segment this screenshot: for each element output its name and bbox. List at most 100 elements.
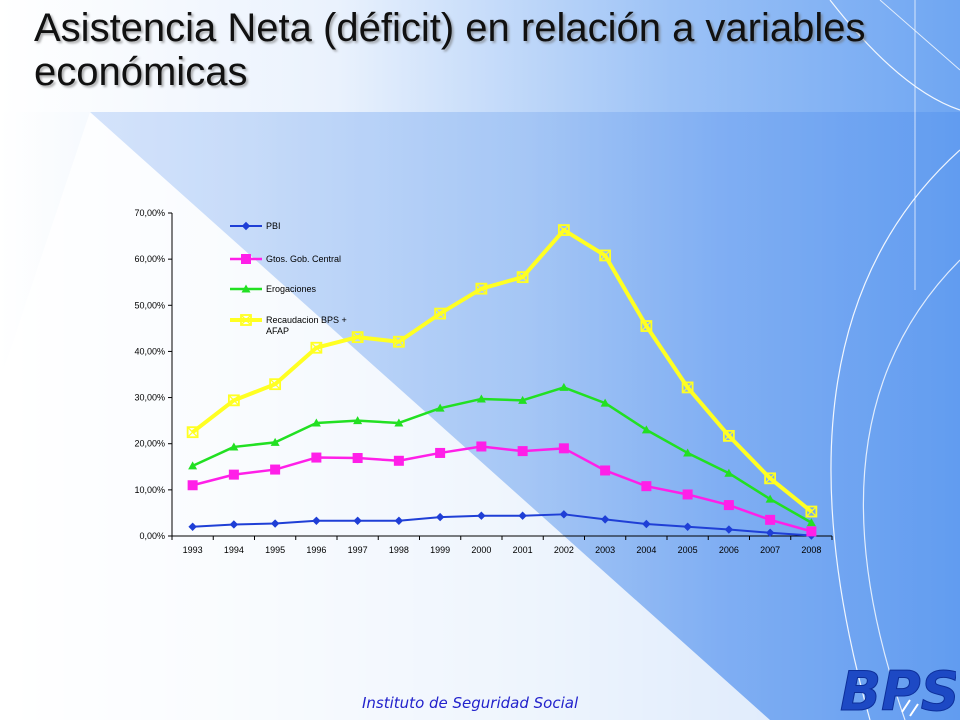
data-point (722, 429, 735, 442)
data-point (353, 516, 362, 525)
x-tick-label: 1998 (389, 545, 409, 555)
data-point (187, 480, 198, 491)
x-tick-label: 2003 (595, 545, 615, 555)
data-point-cross (806, 507, 816, 517)
data-point (435, 447, 446, 458)
data-point-cross (353, 332, 363, 342)
data-point (434, 307, 447, 320)
y-tick-label: 40,00% (134, 346, 165, 356)
data-point (241, 284, 251, 293)
data-point (435, 512, 445, 522)
data-point (765, 528, 775, 537)
data-point-box (681, 381, 694, 394)
series-line (192, 513, 812, 537)
data-point (724, 525, 734, 534)
data-point-box (227, 394, 240, 407)
data-point-cross (724, 431, 734, 441)
data-point-box (310, 341, 323, 354)
data-point (310, 341, 323, 354)
data-point-box (764, 472, 777, 485)
data-point (600, 465, 611, 476)
y-tick-label: 30,00% (134, 393, 165, 403)
data-point (394, 516, 404, 525)
data-point-box (516, 271, 529, 284)
data-point (557, 224, 570, 236)
data-point-box (557, 224, 570, 236)
data-point (475, 282, 488, 295)
data-point (241, 254, 251, 264)
data-point (269, 378, 282, 391)
data-point-box (186, 426, 199, 439)
data-point (559, 510, 569, 519)
logo-slash-1 (901, 699, 911, 713)
series-line (192, 445, 812, 533)
arc-line-4 (879, 0, 960, 71)
data-point (805, 505, 818, 518)
x-tick-label: 2006 (719, 545, 739, 555)
data-point (518, 395, 528, 404)
bps-logo: BPS (840, 660, 957, 718)
data-point (641, 481, 652, 492)
data-point (476, 394, 486, 403)
data-point (516, 271, 529, 284)
data-point-cross (188, 427, 198, 437)
data-point-box (640, 320, 653, 332)
data-point (641, 425, 651, 434)
series-pbi (188, 510, 816, 540)
data-point (229, 520, 239, 529)
data-point (311, 418, 321, 427)
data-point-cross (518, 272, 528, 282)
legend-label: AFAP (266, 326, 289, 336)
data-point-cross (270, 379, 280, 389)
data-point-box (722, 429, 735, 442)
data-point (558, 443, 569, 454)
data-point (351, 331, 364, 344)
data-point (188, 522, 197, 531)
legend-label: PBI (266, 221, 281, 231)
data-point (477, 511, 486, 520)
data-point (270, 519, 280, 528)
footer-text: Instituto de Seguridad Social (362, 694, 579, 712)
x-tick-label: 2008 (801, 545, 821, 555)
data-point-cross (559, 225, 569, 235)
data-point (517, 446, 528, 457)
data-point-box (392, 335, 405, 348)
data-point (241, 221, 251, 231)
y-tick-label: 70,00% (134, 208, 165, 218)
chart-axes: 0,00% 10,00% 20,00% 30,00% 40,00% 50,00% 60,00… (134, 208, 833, 555)
data-point (683, 522, 692, 531)
data-point (392, 335, 405, 348)
x-tick-label: 2007 (760, 545, 780, 555)
data-point (270, 437, 280, 446)
data-point (765, 514, 776, 525)
data-point (600, 398, 610, 407)
arc-line-1 (830, 149, 960, 720)
series-recaudacion-bps-afap (186, 224, 818, 518)
data-point (229, 442, 239, 451)
data-point (642, 519, 651, 529)
data-point (353, 416, 363, 425)
data-point-box (351, 331, 364, 344)
series-gtos-gob-central (187, 441, 817, 537)
y-tick-label: 20,00% (134, 439, 165, 449)
data-point (600, 515, 610, 524)
data-point-box (475, 282, 488, 295)
data-point-cross (600, 250, 610, 260)
data-point-cross (435, 309, 445, 319)
data-point (518, 511, 527, 520)
data-point-cross (394, 337, 404, 347)
data-point (765, 494, 775, 503)
data-point (724, 468, 734, 477)
y-tick-label: 60,00% (134, 254, 165, 264)
series-line (191, 228, 813, 514)
x-tick-label: 1993 (183, 545, 203, 555)
x-tick-label: 1999 (430, 545, 450, 555)
data-point (312, 516, 321, 525)
data-point-cross (311, 343, 321, 353)
data-point (599, 249, 612, 262)
logo-lettering: BPS (840, 660, 956, 718)
data-point (806, 518, 816, 527)
data-point-box (269, 378, 282, 391)
